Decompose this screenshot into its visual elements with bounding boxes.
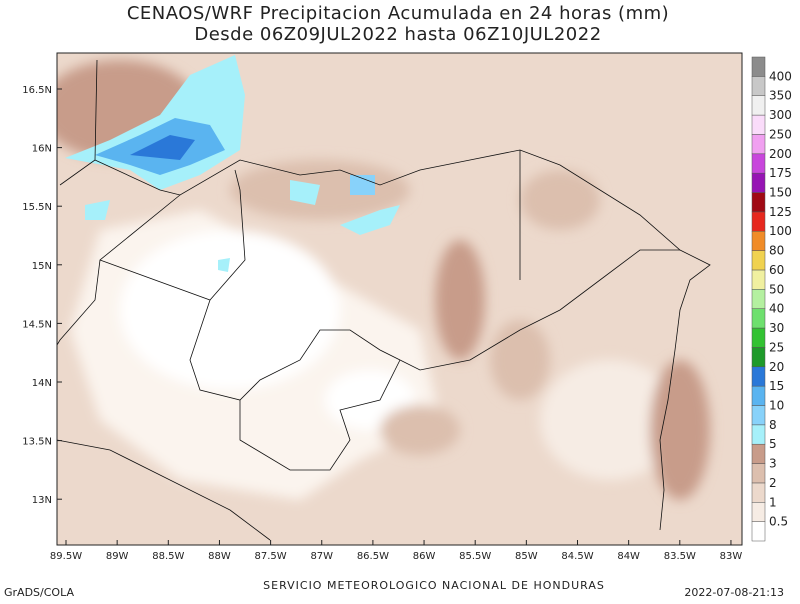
colorbar-label: 30 [769,321,784,335]
footer-left: GrADS/COLA [4,586,74,599]
lon-label: 87W [310,551,333,562]
lat-label: 15N [32,261,52,272]
colorbar-label: 0.5 [769,515,788,529]
colorbar-swatch [751,308,766,329]
colorbar-swatch [751,482,766,503]
colorbar-label: 15 [769,379,784,393]
colorbar-label: 5 [769,437,777,451]
colorbar-label: 60 [769,263,784,277]
colorbar-swatch [751,56,766,77]
colorbar-swatch [751,502,766,522]
colorbar-label: 200 [769,147,792,161]
colorbar-label: 125 [769,205,792,219]
colorbar-label: 2 [769,476,777,490]
colorbar-swatch [751,230,766,251]
colorbar-swatch [751,172,766,193]
colorbar-swatch [751,114,766,135]
colorbar-label: 1 [769,495,777,509]
colorbar-label: 8 [769,418,777,432]
lon-label: 88.5W [152,551,184,562]
lon-label: 85.5W [459,551,491,562]
precip-field [57,53,742,545]
lat-label: 13N [32,495,52,506]
footer-right: 2022-07-08-21:13 [684,586,784,599]
colorbar-swatch [751,405,766,426]
lon-label: 84.5W [561,551,593,562]
colorbar-swatch [751,269,766,290]
colorbar-swatch [751,192,766,213]
colorbar-swatch [751,385,766,406]
lon-label: 89.5W [50,551,82,562]
colorbar-label: 50 [769,282,784,296]
colorbar-label: 150 [769,186,792,200]
colorbar-swatch [751,347,766,368]
lat-label: 14N [32,378,52,389]
colorbar-label: 400 [769,69,792,83]
colorbar-swatch [751,134,766,155]
colorbar-swatch [751,424,766,445]
map-frame [56,52,743,546]
lon-label: 89W [106,551,129,562]
colorbar-label: 350 [769,89,792,103]
lat-label: 14.5N [22,319,52,330]
lat-label: 15.5N [22,202,52,213]
lon-label: 83W [720,551,743,562]
colorbar-label: 3 [769,457,777,471]
colorbar-swatch [751,366,766,387]
colorbar-swatch [751,327,766,348]
colorbar-label: 40 [769,302,784,316]
lat-label: 13.5N [22,437,52,448]
colorbar-label: 100 [769,224,792,238]
lat-label: 16N [32,144,52,155]
lon-label: 83.5W [664,551,696,562]
title: CENAOS/WRF Precipitacion Acumulada en 24… [127,3,669,24]
boundaries [56,59,711,541]
colorbar-swatch [751,463,766,484]
colorbar-swatch [751,521,766,542]
footer-center: SERVICIO METEOROLOGICO NACIONAL DE HONDU… [263,579,605,592]
lon-label: 87.5W [255,551,287,562]
colorbar-swatch [751,76,766,96]
lon-label: 84W [617,551,640,562]
colorbar-label: 25 [769,340,784,354]
lon-label: 86W [413,551,436,562]
colorbar-swatch [751,250,766,271]
colorbar-swatch [751,443,766,464]
subtitle: Desde 06Z09JUL2022 hasta 06Z10JUL2022 [194,24,601,45]
colorbar-swatch [751,211,766,232]
colorbar-label: 10 [769,398,784,412]
colorbar-swatch [751,95,766,116]
colorbar-label: 175 [769,166,792,180]
colorbar-swatch [751,289,766,309]
lon-label: 85W [515,551,538,562]
colorbar-label: 250 [769,127,792,141]
colorbar-label: 20 [769,360,784,374]
lon-label: 86.5W [357,551,389,562]
colorbar-swatch [751,153,766,174]
lon-label: 88W [208,551,231,562]
lat-label: 16.5N [22,85,52,96]
colorbar-label: 80 [769,244,784,258]
colorbar-label: 300 [769,108,792,122]
